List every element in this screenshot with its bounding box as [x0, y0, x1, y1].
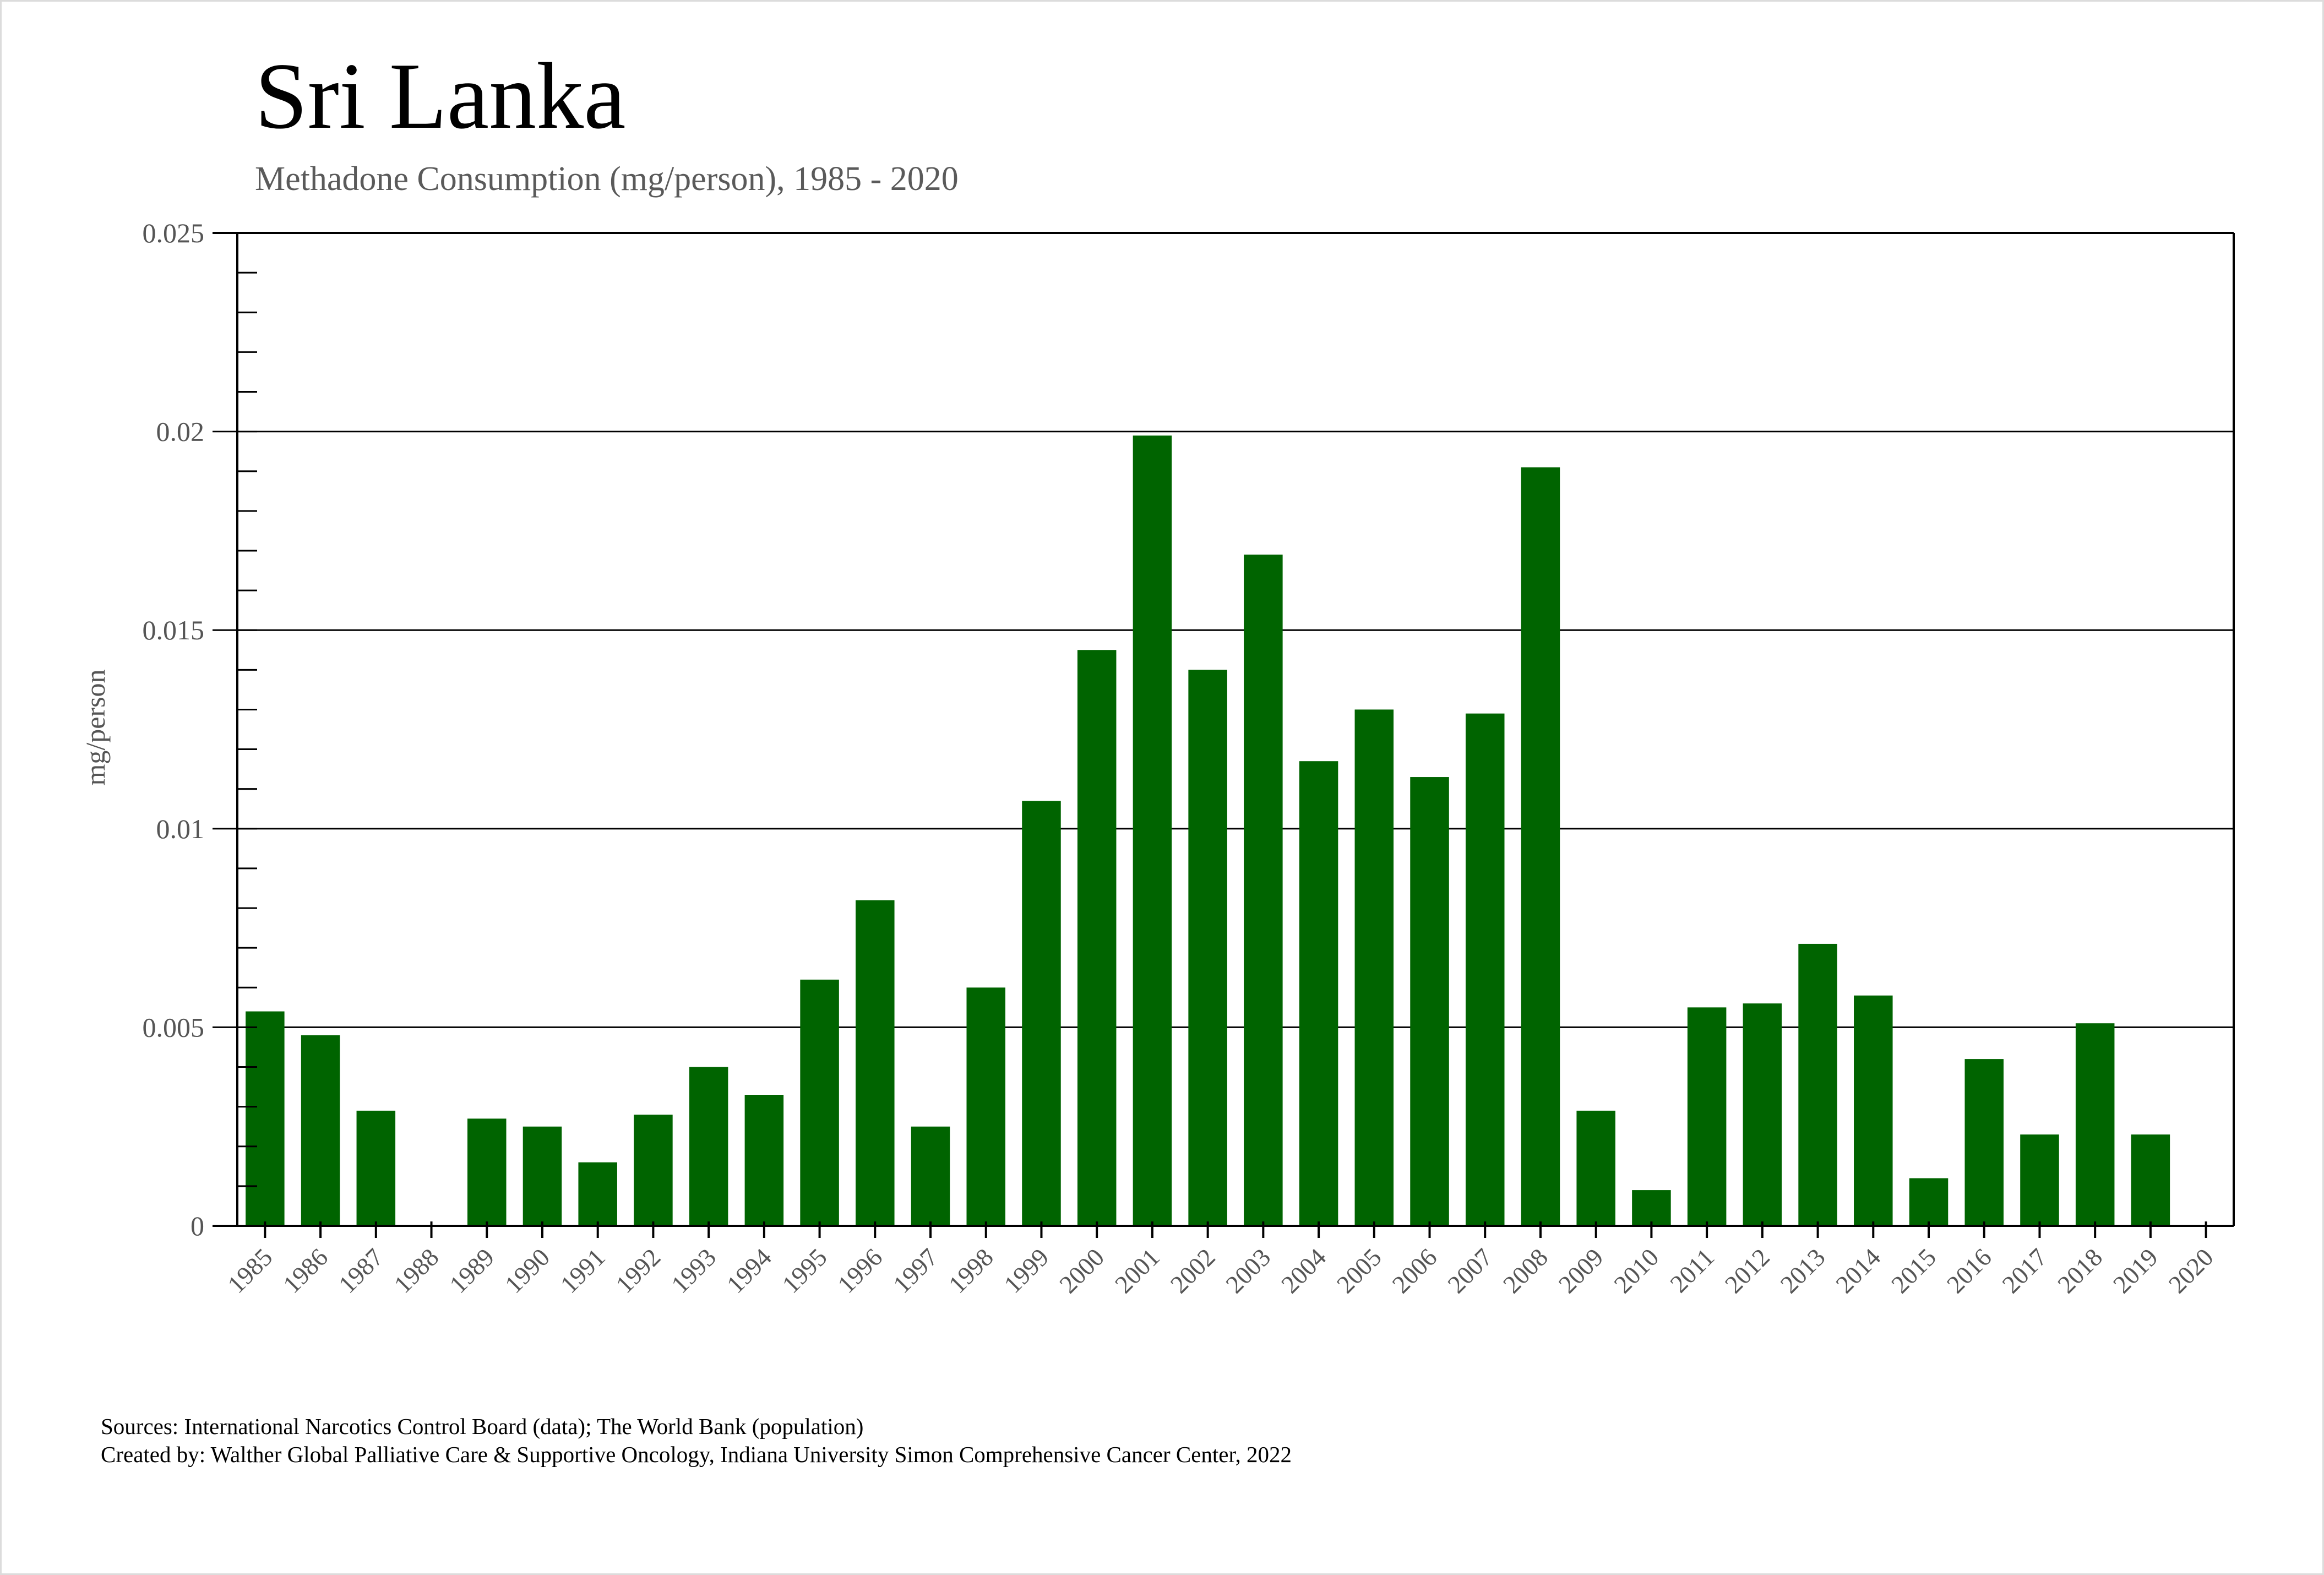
x-tick-label: 1998 [943, 1243, 999, 1299]
x-tick-label: 2016 [1941, 1243, 1997, 1299]
x-tick-label: 2005 [1331, 1243, 1387, 1299]
x-tick-label: 2000 [1054, 1243, 1109, 1299]
x-tick-label: 1994 [721, 1243, 777, 1299]
y-tick-label: 0.005 [143, 1012, 205, 1042]
bar-2014 [1854, 995, 1893, 1226]
x-tick-label: 2006 [1386, 1243, 1442, 1299]
bar-1999 [1022, 801, 1061, 1226]
y-tick-label: 0.025 [143, 218, 205, 248]
bar-2004 [1299, 761, 1338, 1226]
x-tick-label: 1989 [444, 1243, 499, 1299]
axes [213, 232, 2235, 1238]
x-tick-label: 2011 [1664, 1243, 1719, 1298]
x-tick-label: 1988 [388, 1243, 444, 1299]
x-tick-label: 1996 [832, 1243, 888, 1299]
bar-2015 [1909, 1178, 1949, 1226]
x-tick-label: 2018 [2052, 1243, 2108, 1299]
x-tick-label: 2009 [1553, 1243, 1609, 1299]
bar-2001 [1133, 435, 1172, 1226]
bar-2011 [1687, 1007, 1727, 1226]
x-tick-label: 2002 [1165, 1243, 1221, 1299]
bar-2017 [2020, 1134, 2059, 1226]
x-tick-label: 1990 [499, 1243, 555, 1299]
x-tick-label: 1997 [888, 1243, 943, 1299]
x-tick-label: 1991 [555, 1243, 611, 1299]
x-tick-label: 1995 [777, 1243, 832, 1299]
y-tick-labels: 0 0.005 0.01 0.015 0.02 0.025 [143, 218, 205, 1241]
x-tick-label: 2004 [1276, 1243, 1331, 1299]
x-tick-label: 2017 [1996, 1243, 2052, 1299]
x-tick-labels: 1985 1986 1987 1988 1989 1990 1991 1992 1993 1994… [222, 1243, 2218, 1299]
bar-1994 [744, 1095, 784, 1226]
x-tick-label: 2014 [1830, 1243, 1886, 1299]
y-tick-label: 0.01 [156, 813, 205, 844]
x-tick-label: 2019 [2108, 1243, 2163, 1299]
gridlines [237, 232, 2234, 1028]
y-tick-label: 0.02 [156, 416, 205, 447]
bars [246, 435, 2170, 1226]
chart-subtitle: Methadone Consumption (mg/person), 1985 … [255, 160, 959, 198]
bar-2019 [2131, 1134, 2170, 1226]
x-tick-label: 1999 [998, 1243, 1054, 1299]
bar-2013 [1798, 943, 1837, 1226]
y-tick-label: 0 [191, 1210, 204, 1241]
x-tick-label: 2003 [1220, 1243, 1276, 1299]
bar-1997 [911, 1126, 950, 1226]
bar-1990 [523, 1126, 562, 1226]
bar-1993 [689, 1067, 728, 1226]
bar-1986 [301, 1035, 340, 1226]
x-tick-label: 2012 [1719, 1243, 1775, 1299]
bar-1989 [467, 1118, 507, 1226]
footer-sources: Sources: International Narcotics Control… [101, 1414, 863, 1439]
bar-1995 [800, 979, 839, 1226]
bar-2007 [1465, 713, 1505, 1226]
bar-2018 [2075, 1023, 2115, 1226]
bar-2016 [1964, 1059, 2004, 1226]
bar-2008 [1521, 467, 1560, 1226]
bar-1996 [856, 900, 895, 1226]
bar-1985 [246, 1011, 285, 1226]
x-tick-label: 2007 [1442, 1243, 1498, 1299]
x-tick-label: 1985 [222, 1243, 277, 1299]
bar-2000 [1077, 650, 1117, 1226]
bar-2002 [1188, 670, 1227, 1226]
bar-2003 [1244, 555, 1283, 1226]
x-tick-label: 2015 [1886, 1243, 1941, 1299]
chart-title: Sri Lanka [255, 44, 625, 149]
bar-2006 [1410, 777, 1449, 1226]
bar-2010 [1632, 1190, 1671, 1226]
bar-2005 [1354, 709, 1394, 1226]
x-tick-label: 1987 [333, 1243, 389, 1299]
footer-created-by: Created by: Walther Global Palliative Ca… [101, 1442, 1292, 1467]
x-tick-label: 1993 [666, 1243, 721, 1299]
bar-2012 [1743, 1003, 1782, 1226]
bar-1998 [966, 987, 1006, 1226]
x-tick-label: 2001 [1109, 1243, 1165, 1299]
x-tick-label: 1992 [610, 1243, 666, 1299]
y-axis-label: mg/person [80, 669, 111, 785]
x-tick-label: 2008 [1498, 1243, 1553, 1299]
bar-1991 [578, 1162, 617, 1226]
bar-2009 [1576, 1110, 1615, 1226]
bar-1992 [634, 1115, 673, 1226]
x-tick-label: 1986 [277, 1243, 333, 1299]
x-tick-label: 2020 [2163, 1243, 2219, 1299]
y-tick-label: 0.015 [143, 615, 205, 645]
bar-1987 [356, 1110, 396, 1226]
x-tick-label: 2010 [1608, 1243, 1664, 1299]
x-tick-label: 2013 [1775, 1243, 1831, 1299]
